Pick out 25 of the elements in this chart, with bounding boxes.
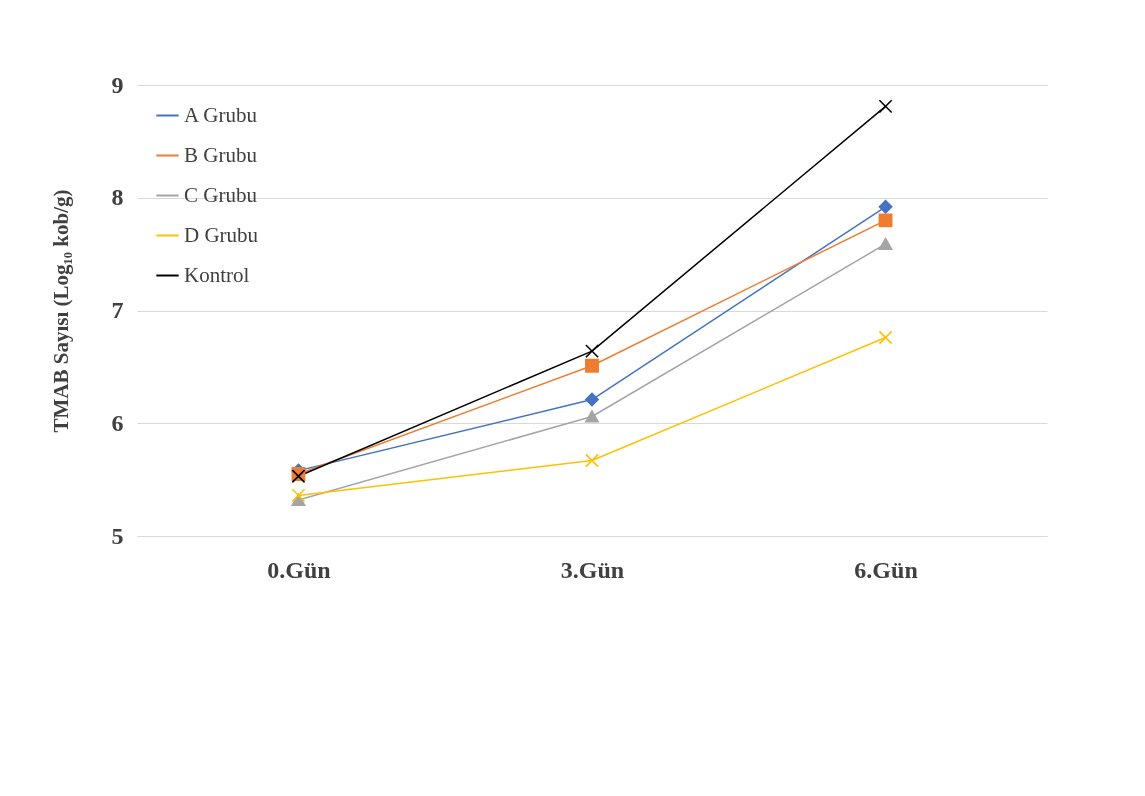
point <box>291 488 306 503</box>
point <box>878 330 893 345</box>
legend-label: C Grubu <box>184 182 258 207</box>
point <box>878 199 893 214</box>
legend-label: B Grubu <box>184 142 258 167</box>
y-tick-label: 6 <box>111 409 124 436</box>
legend-label: A Grubu <box>184 102 258 127</box>
point <box>585 358 599 373</box>
y-axis-title: TMAB Sayısı (Log₁₀ kob/g) <box>48 189 73 433</box>
point <box>585 392 599 407</box>
legend-label: D Grubu <box>184 222 259 247</box>
x-tick-label: 3.Gün <box>560 556 625 583</box>
point <box>878 213 893 228</box>
y-tick-label: 9 <box>111 71 124 98</box>
x-tick-label: 0.Gün <box>267 556 331 583</box>
x-tick-label: 6.Gün <box>854 556 918 583</box>
point <box>585 453 599 468</box>
y-tick-label: 5 <box>111 522 124 549</box>
y-tick-label: 7 <box>111 297 124 323</box>
y-tick-label: 8 <box>111 184 124 211</box>
point <box>585 410 599 423</box>
point <box>878 99 893 114</box>
point <box>878 237 893 251</box>
point <box>585 344 599 359</box>
legend-label: Kontrol <box>184 262 250 287</box>
